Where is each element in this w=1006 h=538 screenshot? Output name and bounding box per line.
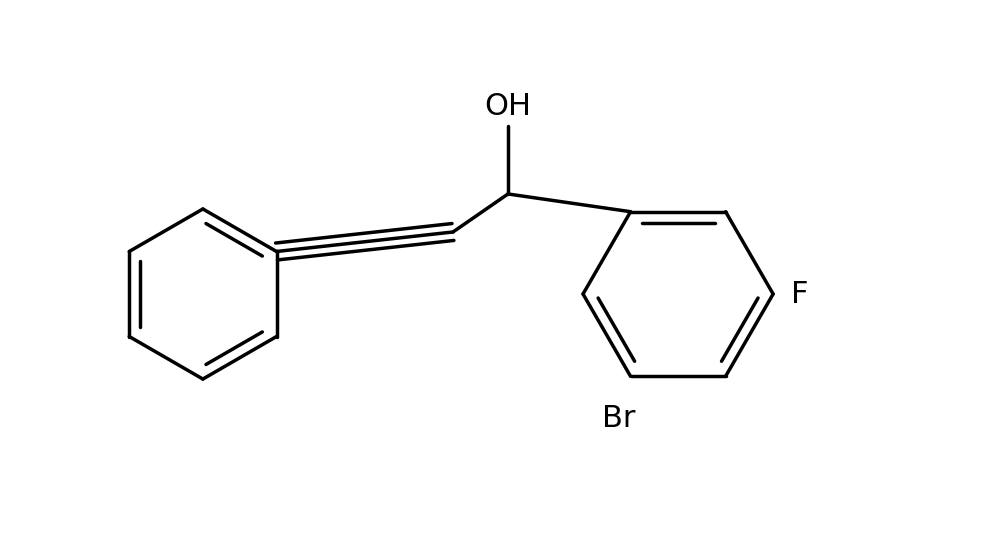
Text: Br: Br — [602, 405, 636, 433]
Text: F: F — [791, 280, 809, 308]
Text: OH: OH — [485, 92, 531, 121]
